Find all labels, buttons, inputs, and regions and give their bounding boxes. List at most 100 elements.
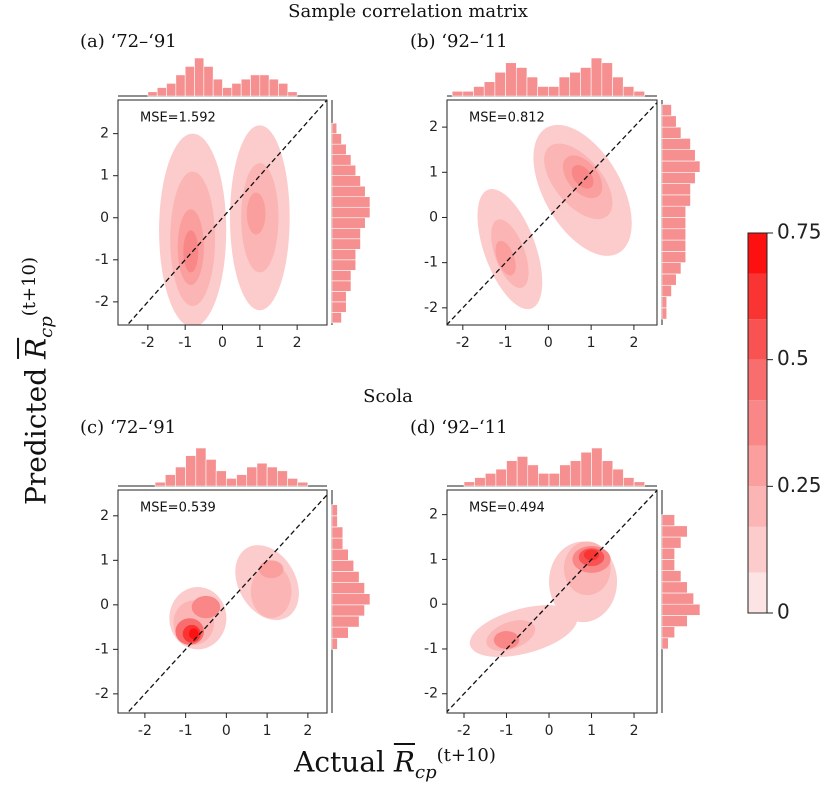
y-tick-label: 0 [429, 209, 438, 225]
hist-bar [661, 615, 688, 627]
density-contour [191, 595, 221, 619]
colorbar-band [748, 273, 767, 320]
hist-bar [473, 86, 485, 97]
hist-bar [633, 481, 645, 487]
y-tick-label: 1 [429, 164, 438, 180]
y-tick-label: -2 [95, 686, 109, 702]
annotation: MSE=1.592 [140, 111, 216, 126]
x-tick-label: 2 [293, 335, 302, 351]
y-axis-label: Predicted Rcp(t+10) [19, 221, 57, 541]
hist-bar [661, 273, 677, 286]
hist-bar [331, 312, 342, 324]
density-contour [183, 230, 199, 273]
hist-bar [661, 104, 672, 117]
hist-bar [236, 474, 248, 487]
colorbar-frame [747, 232, 768, 614]
colorbar-band [748, 400, 767, 446]
hist-bar [661, 547, 675, 560]
hist-bar [331, 626, 349, 639]
y-tick-label: -2 [424, 300, 438, 316]
hist-bar [164, 474, 176, 487]
plot-area [126, 100, 327, 325]
hist-bar [147, 91, 158, 97]
hist-bar [331, 270, 352, 282]
hist-bar [661, 126, 682, 139]
hist-bar [494, 71, 506, 97]
colorbar-tick-label: 0.25 [777, 473, 822, 497]
hist-bar [331, 175, 361, 187]
hist-bar [154, 481, 166, 487]
x-tick-label: -1 [178, 335, 192, 351]
hist-bar [287, 91, 298, 97]
hist-bar [331, 560, 355, 572]
x-tick-label: 0 [545, 723, 554, 739]
colorbar-band [748, 486, 767, 527]
hist-bar [331, 515, 338, 528]
plot-area [447, 490, 657, 713]
x-tick-label: 2 [303, 723, 312, 739]
colorbar-band [748, 572, 767, 613]
hist-bar [527, 464, 539, 487]
x-tick-label: 0 [218, 335, 227, 351]
hist-bar [559, 464, 571, 487]
hist-bar [331, 593, 371, 606]
hist-bar [548, 473, 560, 487]
hist-bar [268, 78, 279, 97]
hist-bar [331, 206, 371, 219]
hist-bar [156, 87, 167, 97]
section-title: Sample correlation matrix [288, 1, 528, 22]
x-tick-label: -2 [141, 335, 155, 351]
hist-bar [661, 570, 682, 583]
hist-bar [331, 537, 344, 550]
hist-bar [166, 83, 177, 97]
hist-bar [661, 284, 672, 297]
hist-bar [661, 251, 687, 263]
hist-bar [331, 548, 349, 561]
hist-bar [569, 460, 582, 487]
hist-bar [331, 217, 366, 229]
hist-bar [661, 626, 675, 639]
density-contour [188, 628, 199, 640]
x-tick-label: 2 [629, 335, 638, 351]
x-tick-label: 1 [587, 335, 596, 351]
hist-bar [537, 86, 549, 97]
hist-bar [203, 66, 214, 97]
hist-bar [661, 637, 669, 650]
hist-bar [222, 87, 233, 97]
hist-bar [276, 470, 288, 487]
y-tick-label: 2 [100, 126, 109, 142]
panel-title: (d) ‘92–‘11 [410, 417, 508, 438]
hist-bar [175, 74, 186, 97]
hist-bar [661, 536, 682, 549]
hist-bar [259, 74, 270, 97]
hist-bar [505, 62, 517, 97]
panel-title: (c) ‘72–‘91 [80, 417, 176, 438]
hist-bar [661, 581, 688, 594]
y-tick-label: -2 [95, 294, 109, 310]
hist-bar [205, 459, 217, 487]
label-subscript: cp [414, 761, 437, 783]
hist-bar [297, 481, 309, 487]
hist-bar [661, 217, 687, 230]
hist-bar [538, 473, 550, 487]
hist-bar [331, 154, 352, 166]
hist-bar [184, 66, 195, 97]
hist-bar [331, 291, 347, 303]
hist-bar [287, 478, 298, 487]
hist-bar [331, 526, 344, 539]
hist-bar [331, 604, 365, 617]
hist-bar [331, 248, 357, 261]
hist-bar [661, 262, 682, 275]
density-contour [583, 549, 600, 561]
hist-bar [623, 477, 635, 487]
label-text: Actual [294, 745, 385, 779]
hist-bar [278, 83, 289, 97]
hist-bar [622, 86, 635, 97]
x-tick-label: -2 [457, 723, 471, 739]
label-superscript: (t+10) [19, 256, 41, 317]
y-tick-label: 2 [429, 507, 438, 523]
colorbar-band [748, 526, 767, 573]
y-tick-label: -1 [424, 255, 438, 271]
